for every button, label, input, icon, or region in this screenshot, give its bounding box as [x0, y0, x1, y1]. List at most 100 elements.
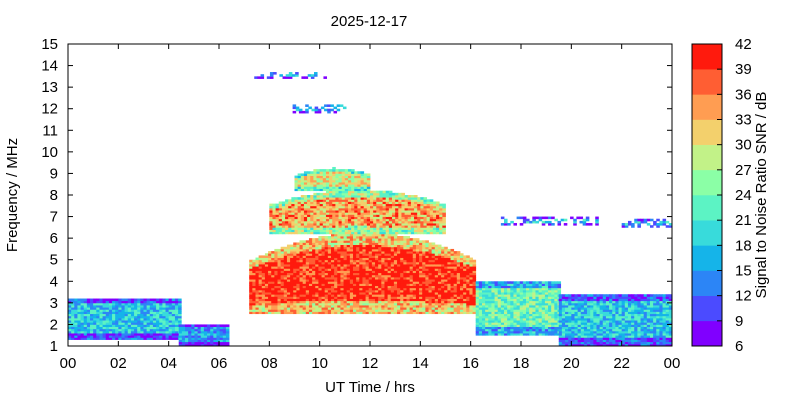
heatmap-cell	[315, 289, 319, 293]
heatmap-cell	[162, 324, 166, 327]
heatmap-cell	[296, 244, 300, 248]
heatmap-cell	[252, 281, 256, 284]
heatmap-cell	[340, 255, 344, 258]
heatmap-cell	[255, 283, 260, 286]
heatmap-cell	[347, 223, 352, 226]
heatmap-cell	[346, 302, 351, 306]
heatmap-cell	[381, 261, 385, 265]
heatmap-cell	[90, 313, 94, 317]
heatmap-cell	[152, 302, 157, 306]
heatmap-cell	[429, 210, 434, 213]
heatmap-cell	[507, 296, 511, 299]
heatmap-cell	[456, 253, 461, 256]
heatmap-cell	[497, 311, 502, 315]
heatmap-cell	[363, 199, 368, 202]
heatmap-cell	[275, 227, 280, 230]
heatmap-cell	[108, 300, 113, 304]
heatmap-cell	[390, 309, 395, 312]
heatmap-cell	[351, 225, 355, 228]
heatmap-cell	[478, 283, 483, 286]
heatmap-cell	[466, 309, 470, 312]
heatmap-cell	[385, 227, 390, 230]
heatmap-cell	[327, 251, 332, 254]
heatmap-cell	[347, 214, 352, 217]
heatmap-cell	[381, 233, 385, 237]
heatmap-cell	[419, 266, 423, 269]
heatmap-cell	[149, 298, 154, 302]
heatmap-cell	[406, 272, 411, 276]
heatmap-cell	[115, 317, 119, 321]
heatmap-cell	[321, 248, 326, 252]
heatmap-cell	[459, 311, 464, 315]
heatmap-cell	[357, 171, 361, 174]
heatmap-cell	[305, 279, 310, 282]
heatmap-cell	[488, 292, 492, 295]
heatmap-cell	[294, 214, 299, 217]
heatmap-cell	[378, 283, 382, 286]
heatmap-cell	[252, 298, 256, 302]
heatmap-cell	[293, 305, 297, 308]
heatmap-cell	[375, 298, 379, 302]
heatmap-cell	[302, 302, 307, 306]
heatmap-cell	[294, 223, 299, 226]
heatmap-cell	[285, 210, 289, 213]
heatmap-cell	[409, 281, 414, 284]
heatmap-cell	[127, 326, 132, 330]
heatmap-cell	[324, 235, 329, 239]
heatmap-cell	[280, 292, 285, 295]
heatmap-cell	[130, 335, 135, 338]
heatmap-cell	[407, 223, 412, 226]
heatmap-cell	[308, 255, 313, 258]
heatmap-cell	[316, 229, 321, 233]
heatmap-cell	[312, 261, 316, 265]
heatmap-cell	[401, 212, 406, 215]
heatmap-cell	[478, 287, 483, 291]
heatmap-cell	[280, 281, 285, 284]
heatmap-cell	[283, 248, 288, 252]
heatmap-cell	[526, 305, 530, 308]
heatmap-cell	[124, 309, 129, 312]
heatmap-cell	[419, 296, 423, 299]
heatmap-cell	[417, 207, 421, 211]
heatmap-cell	[305, 292, 310, 295]
heatmap-cell	[291, 210, 295, 213]
heatmap-cell	[450, 253, 455, 256]
heatmap-cell	[269, 220, 273, 224]
heatmap-cell	[290, 259, 294, 263]
heatmap-cell	[68, 320, 72, 323]
heatmap-cell	[409, 279, 414, 282]
heatmap-cell	[526, 285, 530, 289]
heatmap-cell	[434, 244, 439, 248]
heatmap-cell	[278, 207, 283, 211]
heatmap-cell	[280, 268, 285, 271]
heatmap-cell	[293, 296, 297, 299]
heatmap-cell	[293, 283, 297, 286]
heatmap-cell	[349, 298, 354, 302]
heatmap-cell	[371, 311, 376, 315]
heatmap-cell	[459, 309, 464, 312]
heatmap-cell	[526, 300, 530, 304]
heatmap-cell	[140, 305, 144, 308]
heatmap-cell	[459, 294, 464, 297]
heatmap-cell	[261, 296, 266, 299]
heatmap-cell	[325, 212, 330, 215]
heatmap-cell	[296, 261, 300, 265]
heatmap-cell	[271, 255, 275, 258]
heatmap-cell	[115, 328, 119, 332]
heatmap-cell	[378, 285, 382, 289]
heatmap-cell	[277, 292, 282, 295]
heatmap-cell	[318, 283, 322, 286]
heatmap-cell	[425, 266, 429, 269]
heatmap-cell	[197, 343, 202, 347]
heatmap-cell	[325, 175, 330, 179]
heatmap-cell	[315, 255, 319, 258]
heatmap-cell	[425, 300, 429, 304]
heatmap-cell	[507, 333, 511, 336]
heatmap-cell	[381, 248, 385, 252]
heatmap-cell	[365, 253, 370, 256]
heatmap-cell	[431, 294, 436, 297]
heatmap-cell	[538, 300, 543, 304]
heatmap-cell	[362, 302, 366, 306]
heatmap-cell	[137, 315, 141, 319]
heatmap-cell	[337, 294, 341, 297]
